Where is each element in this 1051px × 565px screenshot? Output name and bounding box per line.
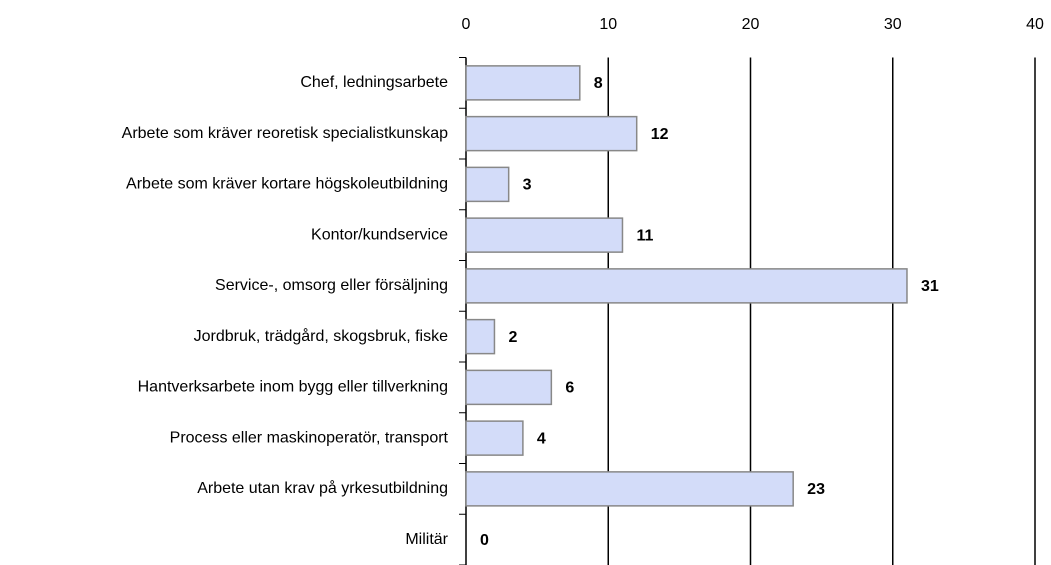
x-tick-label: 0 <box>462 16 471 33</box>
x-tick-label: 20 <box>742 16 760 33</box>
value-label: 6 <box>565 380 574 397</box>
y-tick-label: Kontor/kundservice <box>311 226 448 243</box>
value-label: 31 <box>921 278 939 295</box>
y-tick-label: Arbete som kräver kortare högskoleutbild… <box>126 176 448 193</box>
bar <box>465 471 794 507</box>
x-tick-label: 10 <box>599 16 617 33</box>
bar <box>465 420 524 456</box>
bar <box>465 318 496 355</box>
x-tick-label: 40 <box>1026 16 1044 33</box>
y-tick-label: Chef, ledningsarbete <box>300 74 448 91</box>
bar <box>465 268 908 304</box>
value-label: 23 <box>807 481 825 498</box>
y-tick-label: Hantverksarbete inom bygg eller tillverk… <box>138 379 448 396</box>
bar <box>465 115 638 152</box>
value-label: 0 <box>480 532 489 549</box>
bar <box>465 166 510 203</box>
y-tick-label: Service-, omsorg eller försäljning <box>215 277 448 294</box>
value-label: 11 <box>636 227 653 244</box>
value-label: 3 <box>523 177 532 194</box>
bar <box>465 217 624 253</box>
bar <box>465 369 553 406</box>
value-label: 12 <box>651 126 669 143</box>
x-tick-label: 30 <box>884 16 902 33</box>
bar <box>465 65 581 101</box>
y-tick-label: Process eller maskinoperatör, transport <box>170 429 449 446</box>
y-tick-label: Arbete som kräver reoretisk specialistku… <box>122 125 448 142</box>
value-label: 8 <box>594 75 603 92</box>
y-tick-label: Jordbruk, trädgård, skogsbruk, fiske <box>194 327 448 345</box>
y-tick-label: Arbete utan krav på yrkesutbildning <box>197 479 448 497</box>
y-tick-label: Militär <box>405 531 448 548</box>
value-label: 2 <box>508 329 517 346</box>
value-label: 4 <box>537 430 546 447</box>
